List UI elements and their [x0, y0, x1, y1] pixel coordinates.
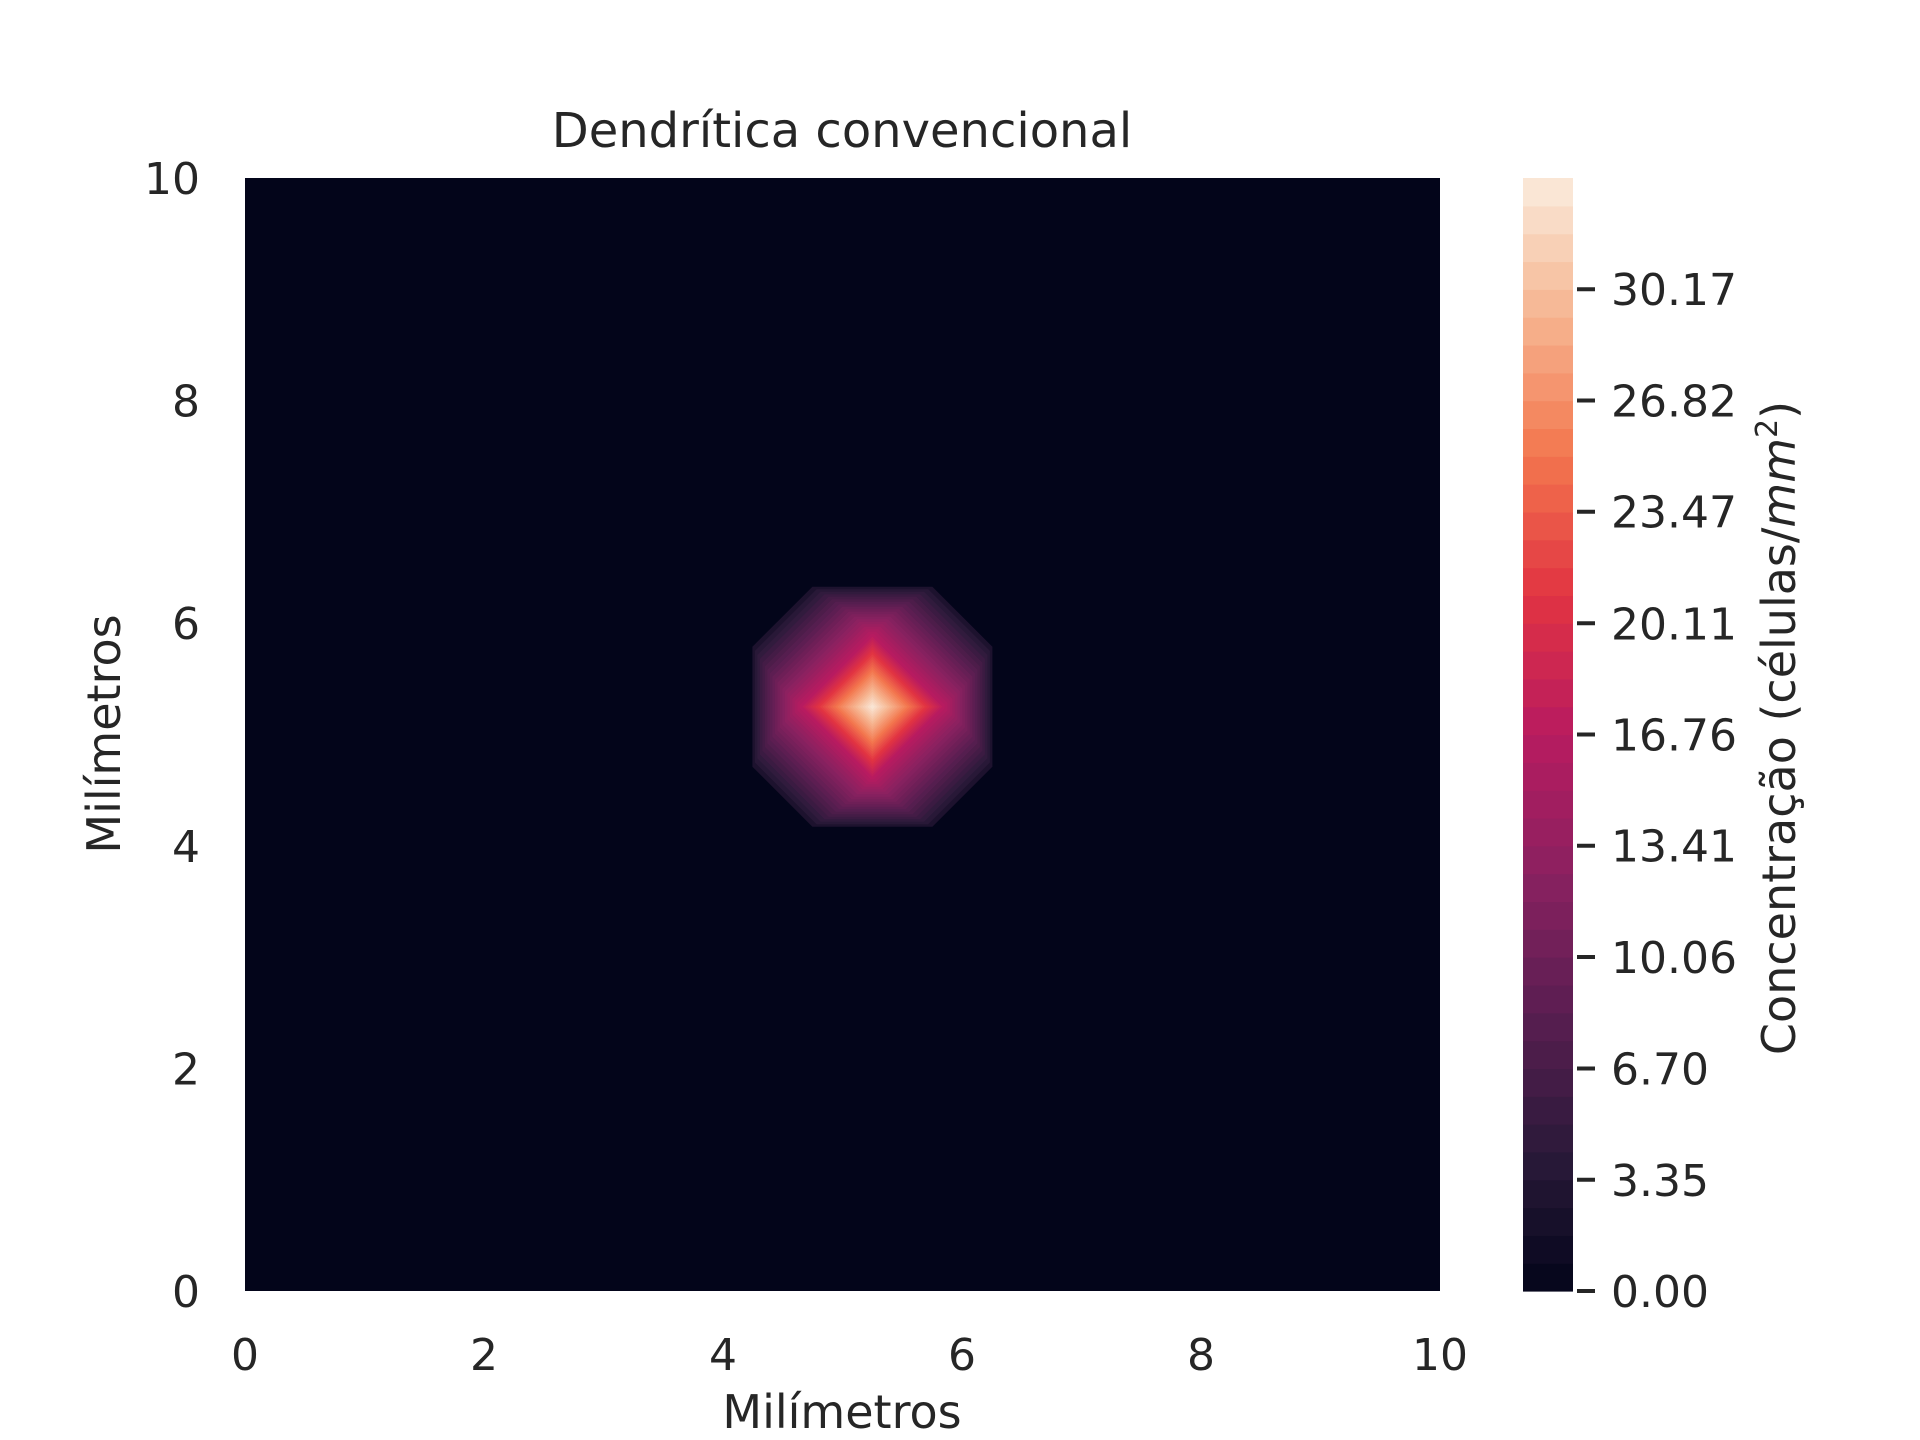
colorbar-label-close: )	[1752, 401, 1806, 419]
colorbar-band	[1523, 790, 1573, 819]
colorbar-band	[1523, 873, 1573, 903]
heat-contour	[869, 704, 875, 710]
y-tick-label: 8	[172, 377, 200, 428]
colorbar-band	[1523, 984, 1573, 1014]
heatmap-contours	[752, 586, 993, 827]
y-tick-label: 10	[144, 154, 200, 205]
colorbar-band	[1523, 706, 1573, 736]
colorbar-tick-label: 16.76	[1611, 711, 1737, 762]
colorbar-band	[1523, 929, 1573, 958]
colorbar-band	[1523, 261, 1573, 290]
colorbar-band	[1523, 595, 1573, 624]
y-tick-label: 2	[172, 1044, 200, 1095]
x-tick-label: 8	[1187, 1330, 1215, 1381]
colorbar-tick-label: 23.47	[1611, 488, 1737, 539]
colorbar-gradient	[1523, 178, 1573, 1292]
chart-title: Dendrítica convencional	[552, 103, 1132, 159]
x-tick-label: 0	[231, 1330, 259, 1381]
colorbar-ticks: 0.00 3.35 6.70 10.06 13.41 16.76 20.11 23.47 26.…	[1577, 265, 1737, 1318]
colorbar-band	[1523, 400, 1573, 430]
x-tick-label: 10	[1412, 1330, 1468, 1381]
x-tick-label: 6	[948, 1330, 976, 1381]
colorbar-band	[1523, 734, 1573, 763]
plot-area	[245, 178, 1440, 1291]
colorbar-band	[1523, 845, 1573, 875]
y-tick-label: 4	[172, 822, 200, 873]
colorbar-band	[1523, 957, 1573, 986]
colorbar-band	[1523, 1124, 1573, 1153]
colorbar-band	[1523, 1263, 1573, 1292]
colorbar-band	[1523, 484, 1573, 513]
colorbar-band	[1523, 567, 1573, 596]
y-tick-labels: 0 2 4 6 8 10	[144, 154, 200, 1318]
colorbar-tick-label: 20.11	[1611, 599, 1737, 650]
colorbar-band	[1523, 344, 1573, 374]
colorbar-label-exponent: 2	[1750, 419, 1785, 438]
colorbar-band	[1523, 1096, 1573, 1125]
colorbar-band	[1523, 1207, 1573, 1236]
colorbar-band	[1523, 1179, 1573, 1209]
colorbar-band	[1523, 1235, 1573, 1264]
colorbar-band	[1523, 651, 1573, 680]
y-tick-label: 0	[172, 1267, 200, 1318]
colorbar-band	[1523, 678, 1573, 708]
colorbar-band	[1523, 1012, 1573, 1042]
colorbar-tick-label: 26.82	[1611, 376, 1737, 427]
colorbar-tick-label: 13.41	[1611, 822, 1737, 873]
colorbar-band	[1523, 205, 1573, 235]
colorbar-band	[1523, 233, 1573, 263]
colorbar-band	[1523, 762, 1573, 791]
colorbar: 0.00 3.35 6.70 10.06 13.41 16.76 20.11 23.47 26.…	[1523, 178, 1806, 1318]
colorbar-tick-label: 3.35	[1611, 1156, 1709, 1207]
colorbar-tick-label: 30.17	[1611, 265, 1737, 316]
colorbar-band	[1523, 901, 1573, 930]
colorbar-label-unit: mm	[1752, 438, 1806, 528]
colorbar-band	[1523, 289, 1573, 318]
y-axis-label: Milímetros	[77, 614, 131, 853]
x-tick-label: 2	[470, 1330, 498, 1381]
colorbar-band	[1523, 511, 1573, 541]
colorbar-band	[1523, 1151, 1573, 1181]
x-tick-label: 4	[709, 1330, 737, 1381]
y-tick-label: 6	[172, 599, 200, 650]
colorbar-band	[1523, 178, 1573, 207]
colorbar-band	[1523, 1068, 1573, 1097]
colorbar-band	[1523, 623, 1573, 652]
colorbar-band	[1523, 456, 1573, 485]
colorbar-tick-label: 6.70	[1611, 1045, 1709, 1096]
colorbar-band	[1523, 817, 1573, 847]
colorbar-tick-label: 10.06	[1611, 933, 1737, 984]
colorbar-band	[1523, 539, 1573, 569]
x-tick-labels: 0 2 4 6 8 10	[231, 1330, 1468, 1381]
colorbar-label: Concentração (células/mm2)	[1750, 401, 1806, 1055]
colorbar-band	[1523, 1040, 1573, 1069]
x-axis-label: Milímetros	[722, 1385, 961, 1439]
colorbar-band	[1523, 317, 1573, 346]
colorbar-label-main: Concentração (células/	[1752, 527, 1806, 1055]
colorbar-band	[1523, 428, 1573, 457]
colorbar-band	[1523, 372, 1573, 402]
colorbar-tick-label: 0.00	[1611, 1267, 1709, 1318]
